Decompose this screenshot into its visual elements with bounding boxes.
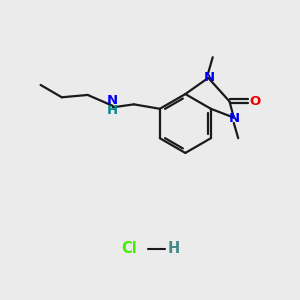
Text: H: H (106, 104, 118, 117)
Text: Cl: Cl (121, 241, 137, 256)
Text: O: O (250, 95, 261, 108)
Text: N: N (229, 112, 240, 125)
Text: N: N (203, 71, 214, 84)
Text: N: N (106, 94, 118, 107)
Text: H: H (167, 241, 180, 256)
